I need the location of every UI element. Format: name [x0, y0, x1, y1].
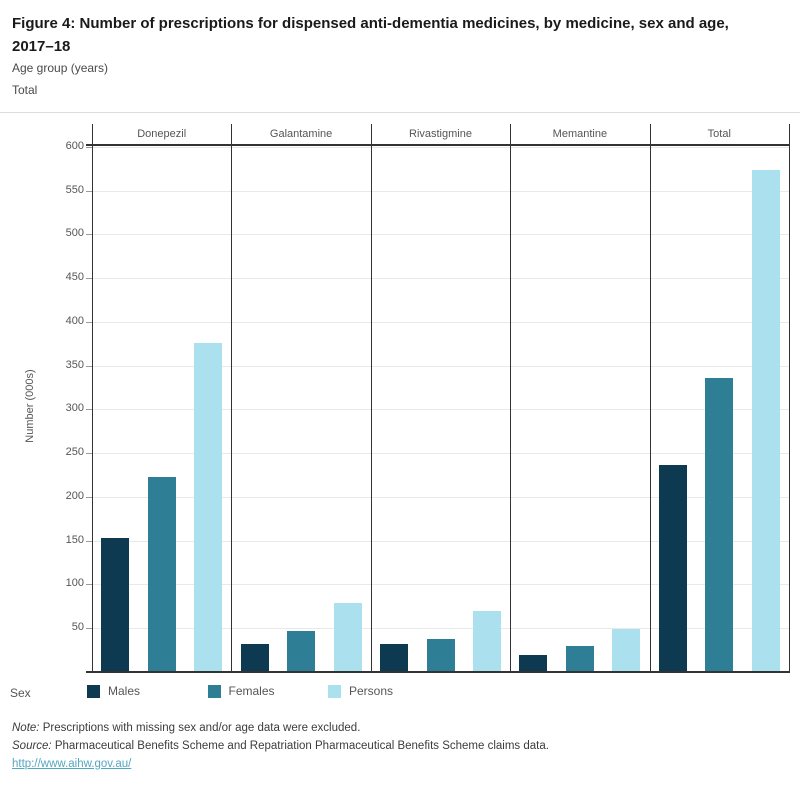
legend-label-persons: Persons	[349, 684, 394, 698]
bar-memantine-persons[interactable]	[612, 629, 641, 672]
legend-title: Sex	[10, 686, 31, 700]
bar-total-persons[interactable]	[751, 169, 780, 672]
figure-title: Figure 4: Number of prescriptions for di…	[12, 15, 729, 56]
bar-memantine-males[interactable]	[519, 655, 548, 672]
y-tick-400	[86, 321, 92, 323]
panel-divider-2	[370, 124, 372, 673]
y-tick-label-450: 450	[65, 271, 84, 284]
legend-item-females[interactable]: Females	[207, 684, 318, 699]
legend-label-males: Males	[108, 684, 141, 698]
legend-item-persons[interactable]: Persons	[328, 684, 438, 699]
legend-swatch-persons-icon	[328, 685, 341, 698]
y-tick-label-350: 350	[65, 358, 84, 371]
note-label: Note:	[12, 722, 40, 734]
bar-rivastigmine-males[interactable]	[380, 643, 409, 672]
y-tick-label-50: 50	[71, 621, 84, 634]
bar-total-females[interactable]	[705, 377, 734, 672]
gridline-200	[92, 496, 789, 498]
panel-divider-3	[510, 124, 512, 673]
gridline-500	[92, 234, 789, 236]
bar-memantine-females[interactable]	[565, 645, 594, 672]
bar-rivastigmine-females[interactable]	[426, 638, 455, 672]
bar-galantamine-females[interactable]	[287, 630, 316, 672]
bar-rivastigmine-persons[interactable]	[472, 610, 501, 672]
y-tick-350	[86, 365, 92, 367]
y-axis-line	[92, 124, 93, 673]
source-text: Source: Pharmaceutical Benefits Scheme a…	[12, 740, 549, 752]
gridline-600	[92, 146, 789, 148]
panel-header-galantamine: Galantamine	[269, 128, 333, 140]
legend-swatch-females-icon	[207, 685, 221, 698]
y-tick-label-600: 600	[65, 139, 84, 152]
plot-right-border	[789, 124, 790, 673]
y-tick-label-400: 400	[65, 314, 84, 327]
y-tick-label-550: 550	[65, 183, 84, 196]
y-axis-title: Number (000s)	[24, 369, 36, 443]
y-tick-label-200: 200	[65, 489, 84, 502]
y-tick-label-100: 100	[65, 577, 84, 590]
gridline-300	[92, 409, 789, 411]
gridline-150	[92, 540, 789, 542]
panel-divider-1	[231, 124, 233, 673]
y-tick-label-300: 300	[65, 402, 84, 415]
bar-total-males[interactable]	[658, 465, 687, 672]
gridline-250	[92, 453, 789, 455]
bar-galantamine-males[interactable]	[240, 643, 269, 672]
bar-donepezil-females[interactable]	[147, 476, 176, 672]
legend-item-males[interactable]: Males	[87, 684, 197, 699]
y-tick-550	[86, 190, 92, 192]
source-label: Source:	[12, 740, 52, 752]
y-tick-label-150: 150	[65, 533, 84, 546]
age-group-value[interactable]: Total	[12, 83, 38, 97]
aihw-link-container: http://www.aihw.gov.au/	[12, 758, 131, 770]
gridline-550	[92, 190, 789, 192]
y-tick-150	[86, 540, 92, 542]
gridline-400	[92, 321, 789, 323]
gridline-100	[92, 584, 789, 586]
panel-header-total: Total	[707, 128, 731, 140]
bar-donepezil-males[interactable]	[101, 538, 130, 672]
bar-galantamine-persons[interactable]	[333, 602, 362, 672]
note-body: Prescriptions with missing sex and/or ag…	[42, 722, 361, 734]
y-tick-600	[86, 146, 92, 148]
panel-header-rivastigmine: Rivastigmine	[409, 128, 472, 140]
y-tick-50	[86, 628, 92, 630]
header-bottom-border	[86, 144, 790, 146]
gridline-350	[92, 365, 789, 367]
y-tick-450	[86, 278, 92, 280]
gridline-50	[92, 628, 789, 630]
y-tick-100	[86, 584, 92, 586]
y-tick-300	[86, 409, 92, 411]
gridline-450	[92, 278, 789, 280]
x-axis-line	[86, 671, 790, 673]
note-text: Note: Prescriptions with missing sex and…	[12, 722, 360, 734]
source-body: Pharmaceutical Benefits Scheme and Repat…	[54, 740, 549, 752]
y-tick-label-250: 250	[65, 446, 84, 459]
legend-swatch-males-icon	[87, 685, 100, 698]
y-tick-label-500: 500	[65, 227, 84, 240]
y-tick-500	[86, 234, 92, 236]
bar-donepezil-persons[interactable]	[194, 342, 223, 672]
aihw-link[interactable]: http://www.aihw.gov.au/	[12, 758, 132, 770]
y-tick-200	[86, 496, 92, 498]
panel-header-donepezil: Donepezil	[137, 128, 187, 140]
y-tick-250	[86, 453, 92, 455]
separator-line	[0, 112, 800, 113]
age-group-label: Age group (years)	[12, 61, 109, 75]
panel-divider-4	[649, 124, 651, 673]
legend-label-females: Females	[228, 684, 275, 698]
panel-header-memantine: Memantine	[552, 128, 608, 140]
